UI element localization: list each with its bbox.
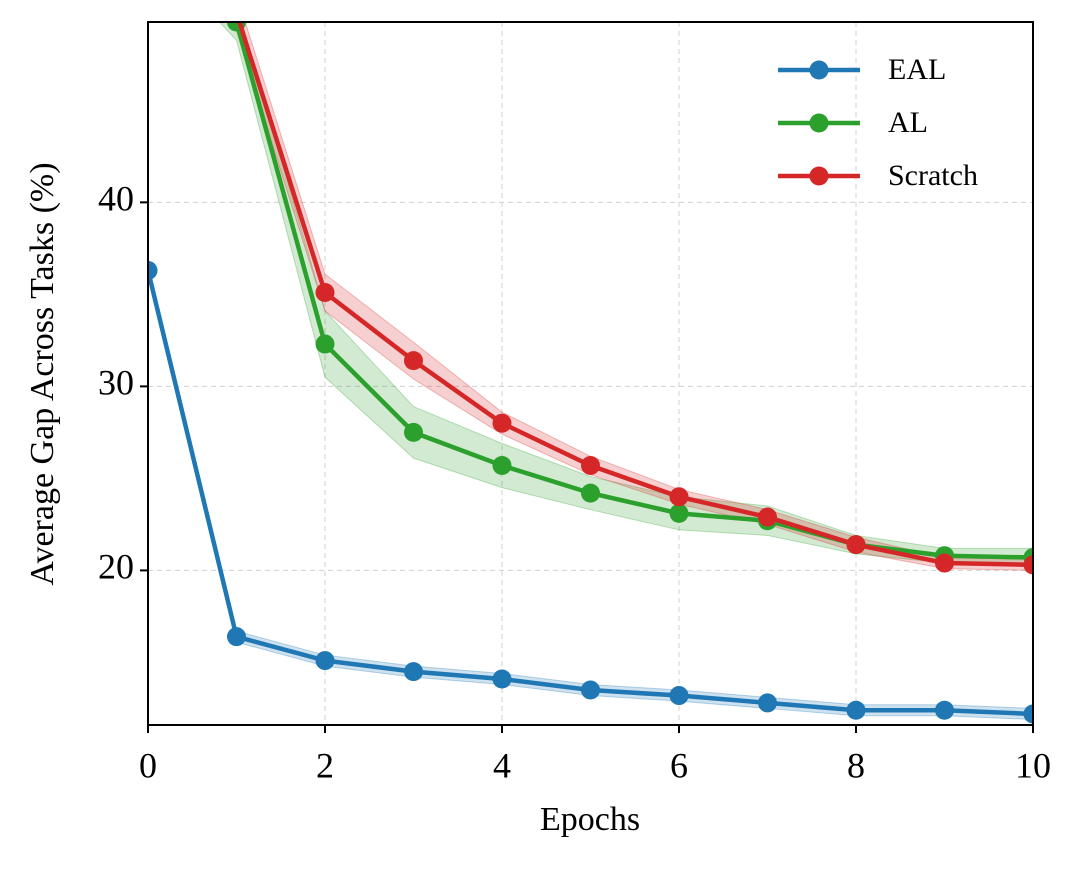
legend-marker: [809, 60, 829, 80]
marker: [492, 413, 512, 433]
legend-label: EAL: [888, 53, 946, 86]
marker: [315, 334, 335, 354]
marker: [492, 669, 512, 689]
x-tick-label: 6: [670, 745, 688, 785]
y-tick-label: 40: [98, 179, 134, 219]
marker: [492, 456, 512, 476]
axes: 0 2 4 6 8 10 20 30 40: [98, 179, 1051, 786]
x-tick-label: 0: [139, 745, 157, 785]
marker: [758, 507, 777, 527]
marker: [669, 487, 689, 507]
legend-label: AL: [888, 106, 928, 139]
marker: [404, 662, 423, 682]
marker: [1023, 704, 1033, 724]
marker: [846, 700, 866, 720]
marker: [758, 693, 777, 713]
marker: [148, 260, 158, 280]
bands: [148, 22, 1033, 720]
error-band: [218, 22, 1033, 568]
x-tick-label: 4: [493, 745, 511, 785]
error-band: [229, 22, 1033, 571]
legend-label: Scratch: [888, 159, 978, 192]
marker: [669, 686, 689, 706]
marker: [404, 351, 423, 371]
x-tick-label: 10: [1015, 745, 1051, 785]
marker: [935, 553, 954, 573]
marker: [227, 627, 246, 647]
marker: [1023, 555, 1033, 575]
marker: [669, 503, 689, 523]
y-tick-label: 20: [98, 547, 134, 587]
plot-frame: [147, 21, 1034, 726]
marker: [404, 422, 423, 442]
y-tick-label: 30: [98, 363, 134, 403]
x-tick-label: 8: [847, 745, 865, 785]
legend-marker: [809, 113, 829, 133]
lines: [148, 22, 1033, 724]
legend: EAL AL Scratch: [778, 53, 978, 192]
marker: [581, 680, 600, 700]
marker: [315, 283, 335, 303]
marker: [935, 700, 954, 720]
marker: [846, 535, 866, 555]
error-band: [148, 264, 1033, 720]
x-tick-label: 2: [316, 745, 334, 785]
legend-marker: [809, 166, 829, 186]
y-axis-label: Average Gap Across Tasks (%): [24, 162, 61, 585]
marker: [234, 22, 239, 23]
marker: [581, 483, 600, 503]
marker: [315, 651, 335, 671]
marker: [581, 456, 600, 476]
x-axis-label: Epochs: [540, 801, 640, 838]
